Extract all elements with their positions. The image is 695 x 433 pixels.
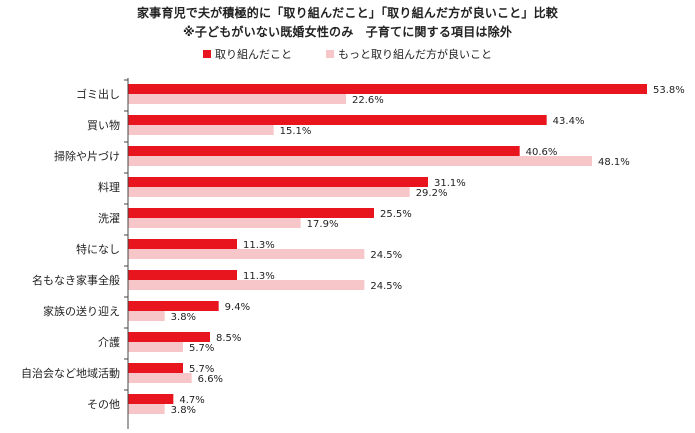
chart-title: 家事育児で夫が積極的に「取り組んだこと」「取り組んだ方が良いこと」比較 xyxy=(136,6,558,20)
data-label: 48.1% xyxy=(598,157,630,168)
category-label: 料理 xyxy=(98,180,120,194)
category-label: その他 xyxy=(87,398,120,411)
legend-swatch-done xyxy=(203,50,211,58)
legend: 取り組んだこと もっと取り組んだ方が良いこと xyxy=(0,46,695,62)
bar-should xyxy=(128,249,365,259)
data-label: 22.6% xyxy=(352,95,384,106)
legend-item-done: 取り組んだこと xyxy=(203,46,292,62)
bar-done xyxy=(128,239,238,249)
data-label: 11.3% xyxy=(243,240,275,251)
data-label: 5.7% xyxy=(189,343,214,354)
data-label: 17.9% xyxy=(307,219,339,230)
legend-item-should: もっと取り組んだ方が良いこと xyxy=(326,46,492,62)
data-label: 9.4% xyxy=(225,302,250,313)
data-label: 43.4% xyxy=(553,116,585,127)
legend-label-should: もっと取り組んだ方が良いこと xyxy=(338,48,492,61)
bar-done xyxy=(128,84,647,94)
bar-should xyxy=(128,156,593,166)
bar-done xyxy=(128,332,210,342)
data-label: 3.8% xyxy=(171,405,196,416)
bar-should xyxy=(128,404,165,414)
bar-done xyxy=(128,115,547,125)
bar-should xyxy=(128,187,410,197)
bar-should xyxy=(128,342,183,352)
category-label: 名もなき家事全般 xyxy=(32,273,120,287)
bar-done xyxy=(128,270,238,280)
data-label: 29.2% xyxy=(416,188,448,199)
bar-done xyxy=(128,208,374,218)
bar-should xyxy=(128,94,347,104)
bar-should xyxy=(128,218,301,228)
data-label: 11.3% xyxy=(243,271,275,282)
data-label: 15.1% xyxy=(280,126,312,137)
data-label: 31.1% xyxy=(434,178,466,189)
bar-should xyxy=(128,373,192,383)
data-label: 24.5% xyxy=(370,281,402,292)
bar-should xyxy=(128,280,365,290)
bar-done xyxy=(128,363,183,373)
data-label: 4.7% xyxy=(179,395,204,406)
bar-should xyxy=(128,125,274,135)
category-label: 買い物 xyxy=(87,118,120,132)
data-label: 24.5% xyxy=(370,250,402,261)
category-label: 洗濯 xyxy=(98,212,120,225)
data-label: 40.6% xyxy=(526,147,558,158)
data-label: 8.5% xyxy=(216,333,241,344)
bar-done xyxy=(128,146,520,156)
bar-done xyxy=(128,177,429,187)
category-label: 家族の送り迎え xyxy=(43,304,120,318)
data-label: 53.8% xyxy=(653,85,685,96)
legend-swatch-should xyxy=(326,50,334,58)
data-label: 25.5% xyxy=(380,209,412,220)
data-label: 5.7% xyxy=(189,364,214,375)
category-label: 特になし xyxy=(76,242,120,256)
category-label: ゴミ出し xyxy=(76,87,120,101)
bar-done xyxy=(128,301,219,311)
legend-label-done: 取り組んだこと xyxy=(215,48,292,61)
category-label: 介護 xyxy=(98,335,120,349)
chart-subtitle: ※子どもがいない既婚女性のみ 子育てに関する項目は除外 xyxy=(182,25,513,39)
data-label: 6.6% xyxy=(198,374,223,385)
bar-done xyxy=(128,394,174,404)
category-label: 自治会など地域活動 xyxy=(21,366,120,380)
bar-should xyxy=(128,311,165,321)
data-label: 3.8% xyxy=(171,312,196,323)
category-label: 掃除や片づけ xyxy=(54,149,120,163)
